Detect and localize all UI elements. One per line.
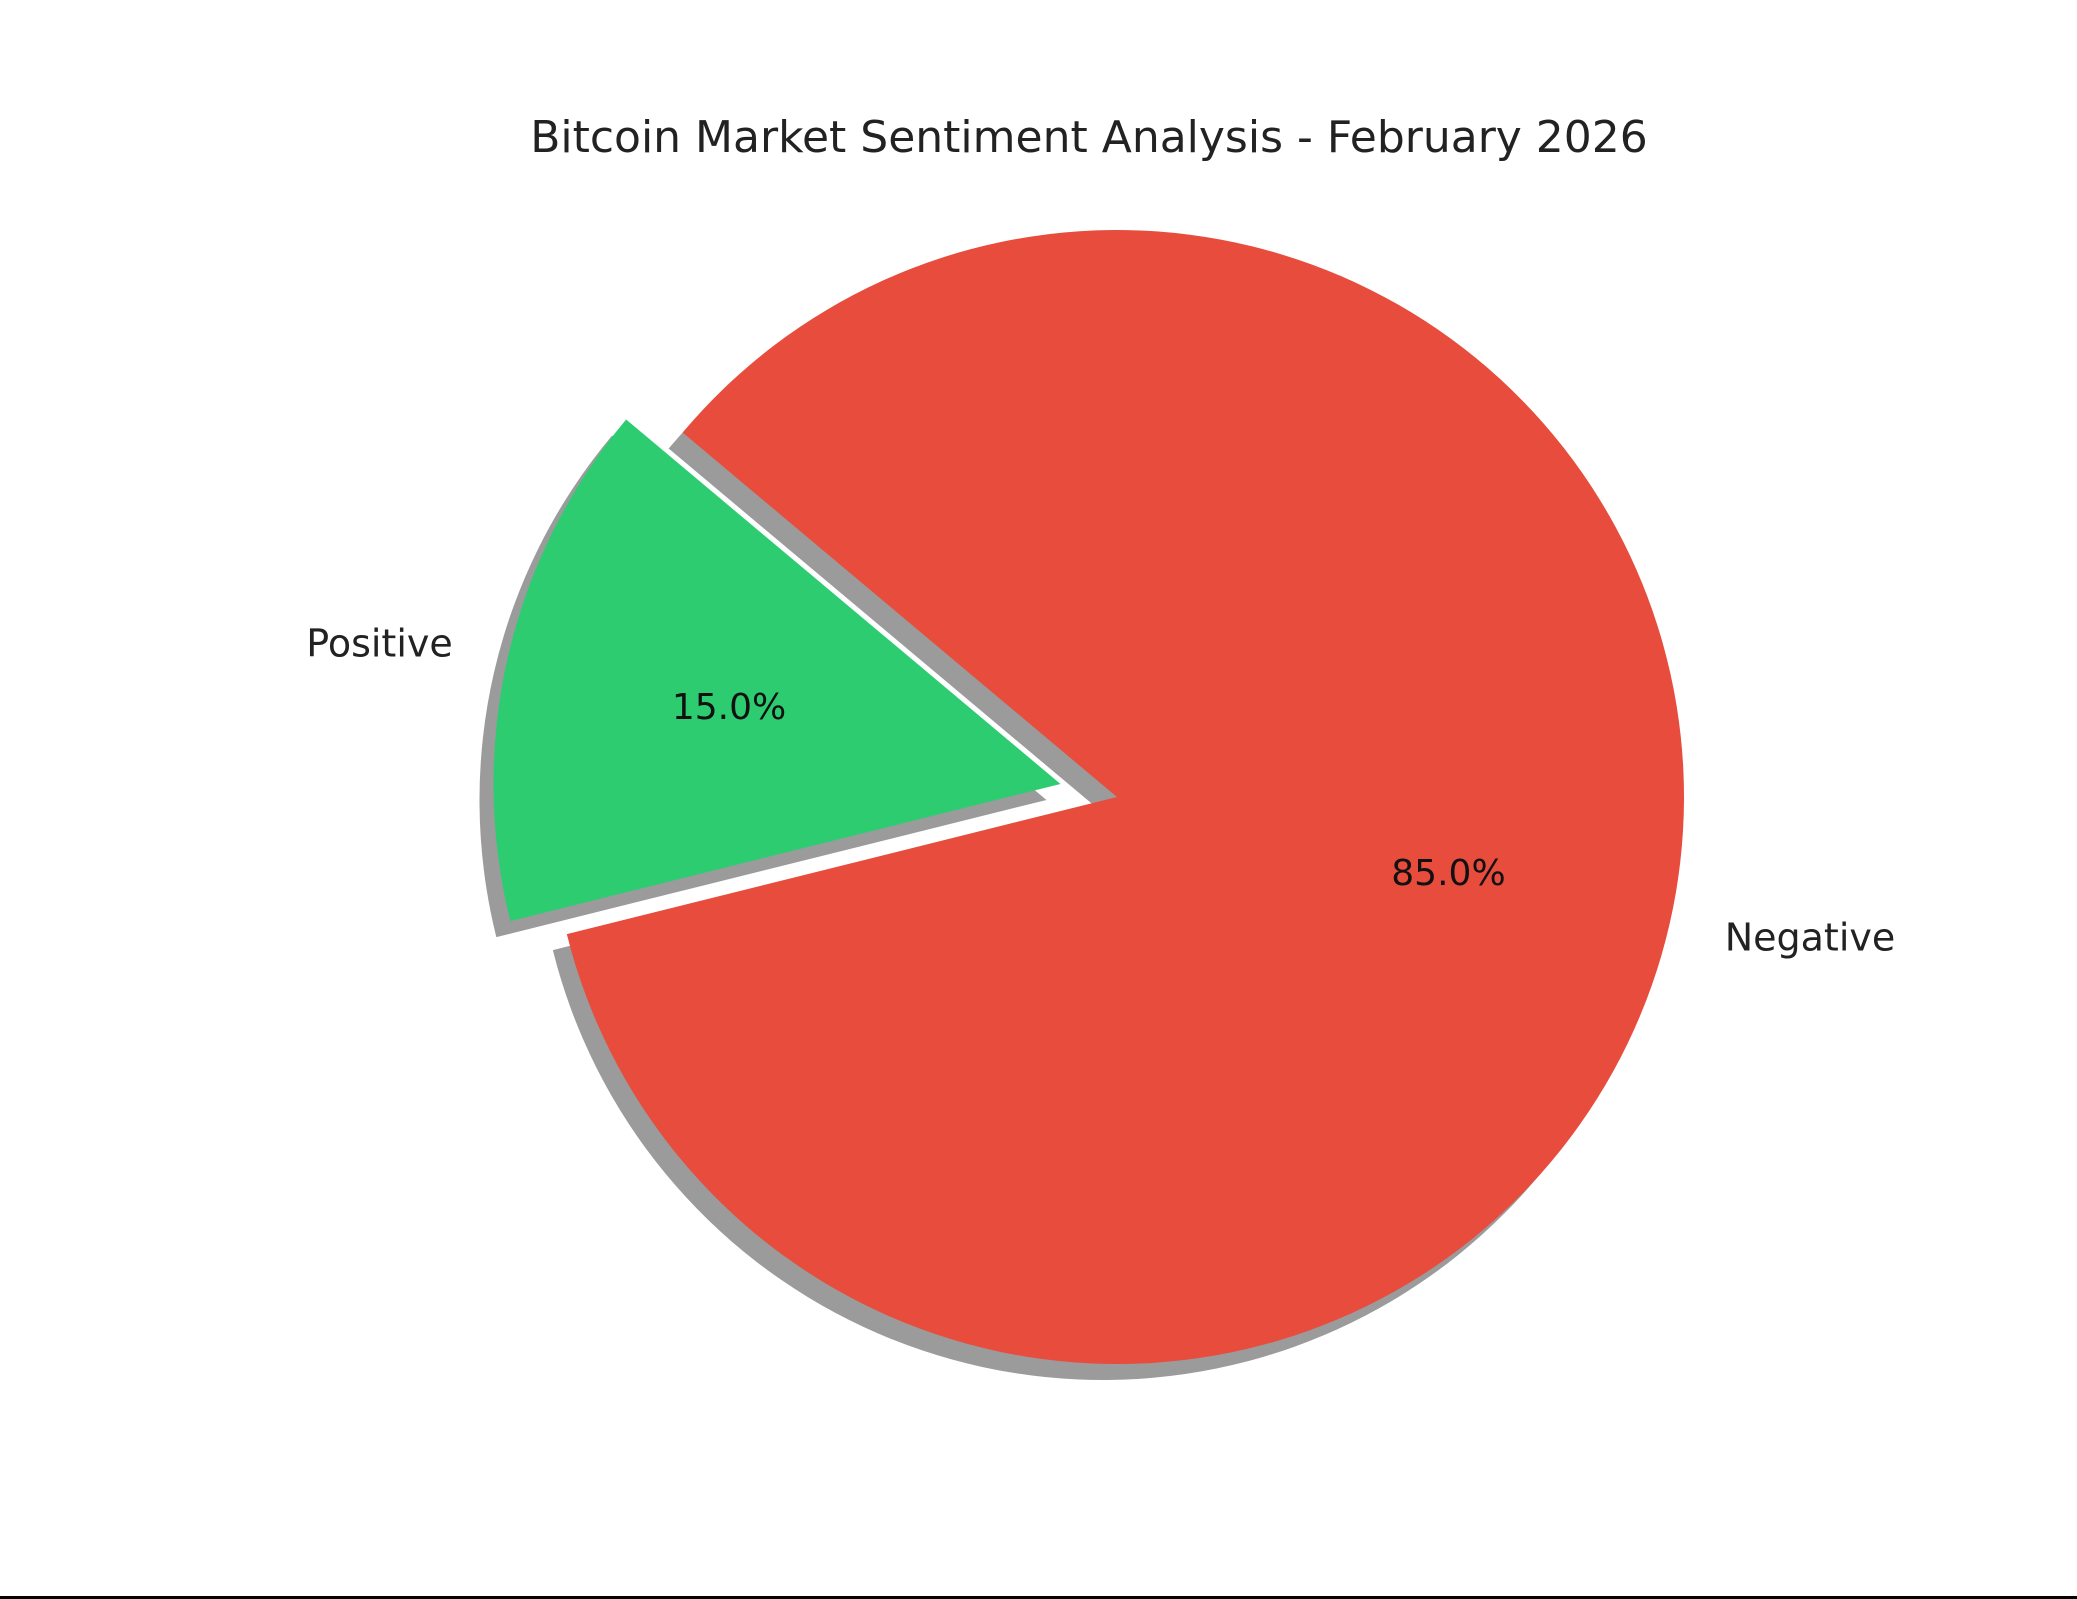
chart-title: Bitcoin Market Sentiment Analysis - Febr… xyxy=(530,112,1648,163)
slice-label-positive: Positive xyxy=(306,622,453,666)
pie-labels: 15.0% Positive 85.0% Negative xyxy=(306,622,1895,960)
slice-label-negative: Negative xyxy=(1725,915,1896,959)
slice-negative xyxy=(566,229,1685,1364)
pct-label-positive: 15.0% xyxy=(672,687,786,728)
slice-positive xyxy=(493,419,1061,922)
bottom-border xyxy=(0,1596,2077,1599)
pie-slices xyxy=(493,229,1685,1364)
pct-label-negative: 85.0% xyxy=(1391,853,1505,894)
